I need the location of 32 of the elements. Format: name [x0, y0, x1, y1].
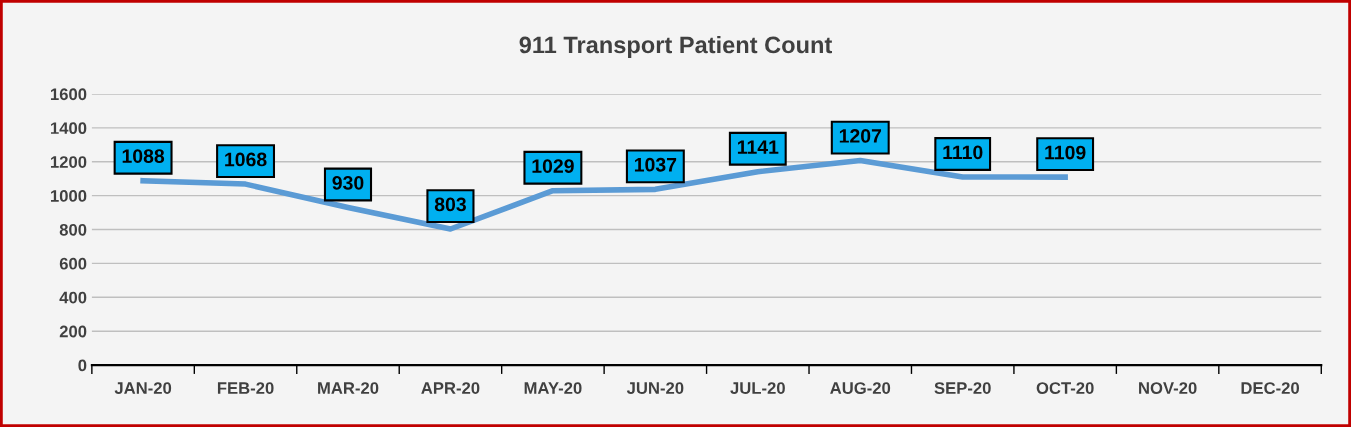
y-tick-label: 800: [59, 223, 87, 236]
x-tick-label: JUN-20: [626, 382, 684, 394]
data-label: 1141: [737, 140, 779, 154]
x-tick-label: NOV-20: [1139, 382, 1197, 394]
x-tick-label: MAY-20: [524, 382, 582, 394]
y-tick-label: 400: [59, 291, 87, 304]
x-tick-label: JAN-20: [114, 382, 172, 394]
y-tick-label: 200: [59, 325, 87, 338]
data-label: 1068: [225, 152, 267, 167]
data-label: 930: [332, 175, 364, 190]
y-tick-label: 1600: [50, 88, 87, 101]
y-tick-label: 1000: [50, 190, 87, 202]
x-tick-label: DEC-20: [1241, 382, 1300, 394]
data-label: 803: [434, 197, 466, 212]
x-tick-label: APR-20: [421, 382, 480, 394]
y-tick-label: 1200: [50, 156, 87, 168]
x-tick-label: AUG-20: [830, 382, 891, 394]
x-tick-label: MAR-20: [318, 382, 379, 394]
chart-title: 911 Transport Patient Count: [519, 35, 833, 58]
y-tick-label: 1400: [50, 122, 87, 135]
x-tick-label: FEB-20: [217, 382, 274, 394]
data-label: 1029: [532, 159, 574, 173]
data-label: 1109: [1045, 145, 1086, 160]
data-label: 1088: [122, 149, 165, 163]
x-tick-label: OCT-20: [1036, 382, 1094, 394]
y-tick-label: 600: [59, 257, 87, 270]
x-tick-label: JUL-20: [730, 382, 785, 394]
x-tick-label: SEP-20: [934, 382, 991, 394]
y-tick-label: 0: [78, 359, 87, 372]
data-label: 1110: [943, 145, 983, 160]
data-label: 1207: [839, 129, 882, 143]
data-label: 1037: [634, 157, 677, 172]
